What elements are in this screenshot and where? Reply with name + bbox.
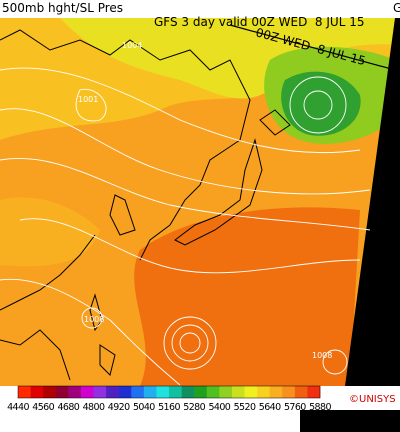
colorbar-label: 5400 bbox=[208, 402, 230, 413]
map-region bbox=[0, 197, 100, 267]
colorbar-label: 5040 bbox=[133, 402, 155, 413]
colorbar-swatch bbox=[106, 386, 119, 398]
colorbar-swatch bbox=[156, 386, 170, 398]
edge-text: G bbox=[393, 1, 400, 15]
colorbar-label: 4920 bbox=[108, 402, 130, 413]
colorbar-swatch bbox=[169, 386, 182, 398]
colorbar-swatch bbox=[80, 386, 94, 398]
colorbar-swatch bbox=[219, 386, 233, 398]
colorbar-frame bbox=[17, 385, 321, 399]
contour-label: 1004 bbox=[122, 41, 142, 50]
colorbar: 4440 4560 4680 4800 4920 5040 5160 5280 5400 5520… bbox=[7, 385, 332, 413]
colorbar-swatch bbox=[181, 386, 195, 398]
colorbar-label: 4560 bbox=[32, 402, 54, 413]
colorbar-swatch bbox=[118, 386, 132, 398]
contour-label: 1008 bbox=[312, 351, 332, 360]
colorbar-swatch bbox=[244, 386, 258, 398]
map-title: 500mb hght/SL Pres bbox=[2, 1, 123, 15]
colorbar-swatch bbox=[307, 386, 321, 398]
colorbar-swatch bbox=[269, 386, 283, 398]
map-edge bbox=[345, 18, 400, 386]
colorbar-swatch bbox=[282, 386, 296, 398]
coastlines bbox=[0, 29, 291, 381]
colorbar-label: 5760 bbox=[284, 402, 306, 413]
colorbar-swatch bbox=[257, 386, 270, 398]
colorbar-swatch bbox=[294, 386, 308, 398]
credit: ©UNISYS bbox=[349, 394, 396, 405]
map-region bbox=[60, 18, 400, 99]
contours bbox=[0, 67, 371, 386]
colorbar-swatch bbox=[68, 386, 82, 398]
corner-block bbox=[300, 410, 400, 432]
contour-label: 1001 bbox=[78, 95, 98, 104]
map: 00Z WED 8 JUL 15 1001 1004 1008 1008 bbox=[0, 18, 400, 386]
colorbar-swatch bbox=[55, 386, 69, 398]
colorbar-label: 5160 bbox=[158, 402, 180, 413]
colorbar-swatch bbox=[131, 386, 145, 398]
colorbar-swatch bbox=[43, 386, 57, 398]
colorbar-swatch bbox=[231, 386, 245, 398]
colorbar-swatch bbox=[93, 386, 107, 398]
map-region bbox=[281, 71, 361, 136]
colorbar-swatch bbox=[30, 386, 44, 398]
contour-label: 1008 bbox=[84, 315, 104, 324]
colorbar-label: 5280 bbox=[183, 402, 205, 413]
colorbar-label: 5520 bbox=[234, 402, 256, 413]
colorbar-swatch bbox=[206, 386, 220, 398]
colorbar-swatch bbox=[18, 386, 31, 398]
colorbar-label: 4440 bbox=[7, 402, 29, 413]
map-region bbox=[134, 207, 360, 386]
overlay-line bbox=[229, 24, 396, 71]
colorbar-swatch bbox=[194, 386, 208, 398]
colorbar-label: 4800 bbox=[83, 402, 105, 413]
colorbar-label: 4680 bbox=[57, 402, 79, 413]
colorbar-label: 5880 bbox=[309, 402, 331, 413]
colorbar-swatch bbox=[143, 386, 157, 398]
colorbar-label: 5640 bbox=[259, 402, 281, 413]
valid-time: GFS 3 day valid 00Z WED 8 JUL 15 bbox=[154, 15, 364, 29]
